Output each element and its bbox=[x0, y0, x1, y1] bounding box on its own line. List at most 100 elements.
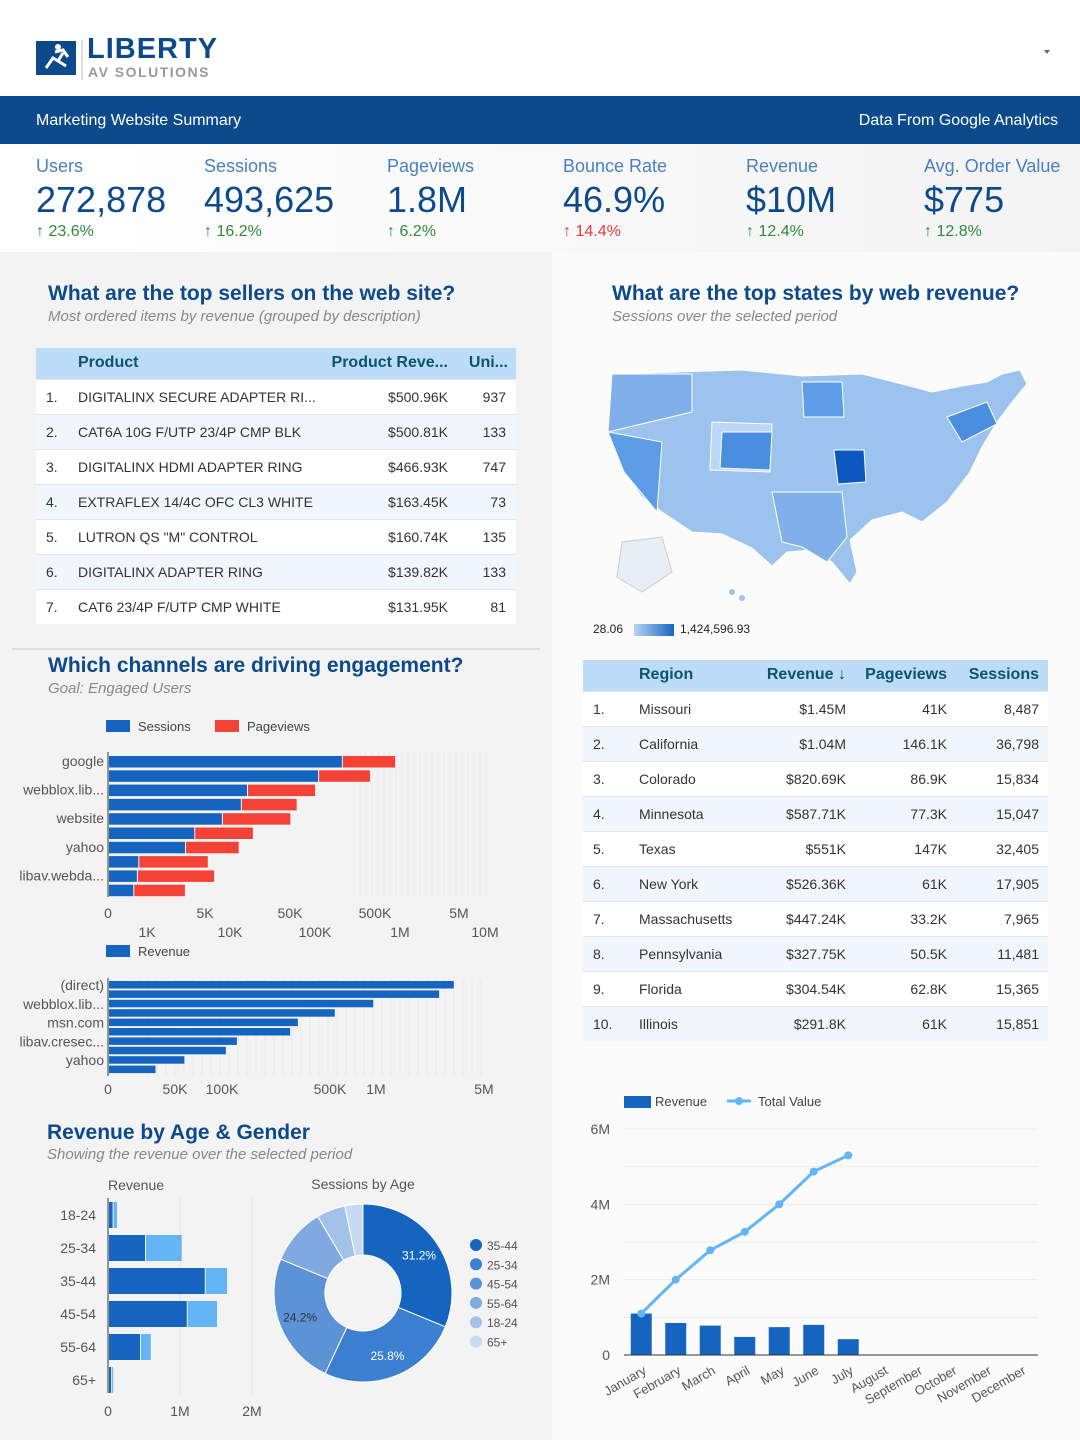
table-row[interactable]: 9. Florida $304.54K 62.8K 15,365 bbox=[583, 970, 1048, 1006]
arrow-up-icon: ↑ bbox=[36, 223, 44, 240]
col-region[interactable]: Region bbox=[639, 660, 739, 691]
revenue-legend-swatch bbox=[106, 945, 130, 957]
state-colorado[interactable] bbox=[719, 431, 773, 471]
caret-down-icon[interactable] bbox=[1044, 50, 1050, 54]
table-row[interactable]: 3. DIGITALINX HDMI ADAPTER RING $466.93K 74… bbox=[36, 448, 516, 484]
row-rank: 4. bbox=[36, 483, 78, 519]
region: Missouri bbox=[639, 690, 739, 726]
sessions-bar bbox=[109, 841, 186, 854]
x-tick-label: 500K bbox=[314, 1081, 347, 1097]
category-label: libav.cresec... bbox=[19, 1033, 104, 1049]
table-row[interactable]: 5. Texas $551K 147K 32,405 bbox=[583, 830, 1048, 866]
kpi-pageviews: Pageviews 1.8M ↑ 6.2% bbox=[387, 156, 474, 241]
states-subtitle: Sessions over the selected period bbox=[612, 308, 838, 325]
revenue-bar bbox=[803, 1324, 825, 1355]
total-value-point bbox=[706, 1246, 715, 1255]
col-units[interactable]: Uni... bbox=[448, 348, 516, 379]
sessions: 15,047 bbox=[947, 795, 1048, 831]
table-row[interactable]: 4. EXTRAFLEX 14/4C OFC CL3 WHITE $163.45K 7… bbox=[36, 483, 516, 519]
pie-slice[interactable] bbox=[324, 1306, 446, 1383]
us-revenue-map[interactable] bbox=[602, 362, 1042, 622]
pageviews: 61K bbox=[846, 1005, 947, 1041]
arrow-up-icon: ↑ bbox=[387, 223, 395, 240]
product-revenue: $500.96K bbox=[328, 378, 448, 414]
revenue: $291.8K bbox=[739, 1005, 846, 1041]
map-region bbox=[607, 373, 693, 433]
pie-slice[interactable] bbox=[362, 1203, 453, 1328]
sessions-bar bbox=[109, 870, 137, 882]
channels-title: Which channels are driving engagement? bbox=[48, 654, 464, 677]
sessions-bar bbox=[109, 798, 241, 811]
revenue: $1.45M bbox=[739, 690, 846, 726]
y-tick-label: 6M bbox=[591, 1121, 610, 1137]
age-bar-secondary bbox=[205, 1268, 228, 1294]
legend-dot bbox=[470, 1335, 482, 1348]
age-label: 25-34 bbox=[60, 1240, 96, 1256]
revenue: $1.04M bbox=[739, 725, 846, 761]
age-bar-secondary bbox=[112, 1367, 114, 1393]
kpi-avg-order-value: Avg. Order Value $775 ↑ 12.8% bbox=[924, 156, 1060, 241]
revenue-bar bbox=[630, 1313, 652, 1355]
x-tick-label: 5M bbox=[449, 905, 468, 921]
region: Illinois bbox=[639, 1005, 739, 1041]
col-product[interactable]: Product bbox=[78, 348, 328, 379]
x-tick-label: 500K bbox=[359, 905, 392, 921]
states-title: What are the top states by web revenue? bbox=[612, 282, 1020, 305]
pageviews: 33.2K bbox=[846, 900, 947, 936]
state-new-york[interactable] bbox=[946, 401, 998, 443]
product-name: CAT6 23/4P F/UTP CMP WHITE bbox=[78, 588, 328, 624]
table-row[interactable]: 2. California $1.04M 146.1K 36,798 bbox=[583, 725, 1048, 761]
table-row[interactable]: 6. New York $526.36K 61K 17,905 bbox=[583, 865, 1048, 901]
x-tick-label: 2M bbox=[242, 1403, 261, 1419]
kpi-value: $775 bbox=[924, 179, 1005, 220]
pageviews: 61K bbox=[846, 865, 947, 901]
kpi-delta: ↑ 16.2% bbox=[204, 223, 262, 240]
region: Pennsylvania bbox=[639, 935, 739, 971]
col-revenue[interactable]: Revenue ↓ bbox=[739, 660, 846, 691]
revenue: $820.69K bbox=[739, 760, 846, 796]
table-row[interactable]: 4. Minnesota $587.71K 77.3K 15,047 bbox=[583, 795, 1048, 831]
table-row[interactable]: 2. CAT6A 10G F/UTP 23/4P CMP BLK $500.81K 1… bbox=[36, 413, 516, 449]
table-row[interactable]: 10. Illinois $291.8K 61K 15,851 bbox=[583, 1005, 1048, 1041]
table-row[interactable]: 5. LUTRON QS "M" CONTROL $160.74K 135 bbox=[36, 518, 516, 554]
units: 937 bbox=[448, 378, 516, 414]
age-subtitle: Showing the revenue over the selected pe… bbox=[47, 1146, 353, 1163]
x-tick-label: 1M bbox=[390, 924, 409, 940]
pie-slice[interactable] bbox=[273, 1258, 348, 1375]
kpi-label: Pageviews bbox=[387, 156, 475, 176]
state-texas[interactable] bbox=[771, 491, 848, 563]
age-bar-secondary bbox=[187, 1301, 217, 1327]
pageviews-bar bbox=[186, 841, 239, 854]
age-label: 65+ bbox=[72, 1372, 96, 1388]
age-title: Revenue by Age & Gender bbox=[47, 1121, 310, 1144]
state-california[interactable] bbox=[607, 431, 663, 514]
pie-slice[interactable] bbox=[344, 1203, 364, 1257]
state-missouri[interactable] bbox=[833, 449, 867, 485]
table-row[interactable]: 8. Pennsylvania $327.75K 50.5K 11,481 bbox=[583, 935, 1048, 971]
units: 73 bbox=[448, 483, 516, 519]
col-sessions[interactable]: Sessions bbox=[947, 660, 1048, 691]
x-tick-label: 0 bbox=[104, 1081, 112, 1097]
col-pageviews[interactable]: Pageviews bbox=[846, 660, 947, 691]
table-row[interactable]: 1. DIGITALINX SECURE ADAPTER RI... $500.96… bbox=[36, 378, 516, 414]
col-revenue[interactable]: Product Reve... bbox=[328, 348, 448, 379]
x-tick-label: 1K bbox=[138, 924, 156, 940]
state-minnesota[interactable] bbox=[801, 381, 845, 418]
sellers-subtitle: Most ordered items by revenue (grouped b… bbox=[48, 308, 421, 325]
table-row[interactable]: 3. Colorado $820.69K 86.9K 15,834 bbox=[583, 760, 1048, 796]
table-row[interactable]: 7. CAT6 23/4P F/UTP CMP WHITE $131.95K 81 bbox=[36, 588, 516, 624]
table-row[interactable]: 6. DIGITALINX ADAPTER RING $139.82K 133 bbox=[36, 553, 516, 589]
x-tick-label: 10K bbox=[218, 924, 244, 940]
category-label: libav.webda... bbox=[19, 867, 104, 883]
table-row[interactable]: 1. Missouri $1.45M 41K 8,487 bbox=[583, 690, 1048, 726]
age-label: 45-54 bbox=[60, 1306, 96, 1322]
row-rank: 2. bbox=[36, 413, 78, 449]
kpi-value: 272,878 bbox=[36, 179, 167, 220]
region: California bbox=[639, 725, 739, 761]
x-tick-label: 1M bbox=[366, 1081, 385, 1097]
x-tick-label: 10M bbox=[471, 924, 498, 940]
row-rank: 1. bbox=[583, 690, 639, 726]
age-bar-secondary bbox=[146, 1235, 182, 1261]
table-row[interactable]: 7. Massachusetts $447.24K 33.2K 7,965 bbox=[583, 900, 1048, 936]
age-bar-primary bbox=[109, 1268, 205, 1294]
